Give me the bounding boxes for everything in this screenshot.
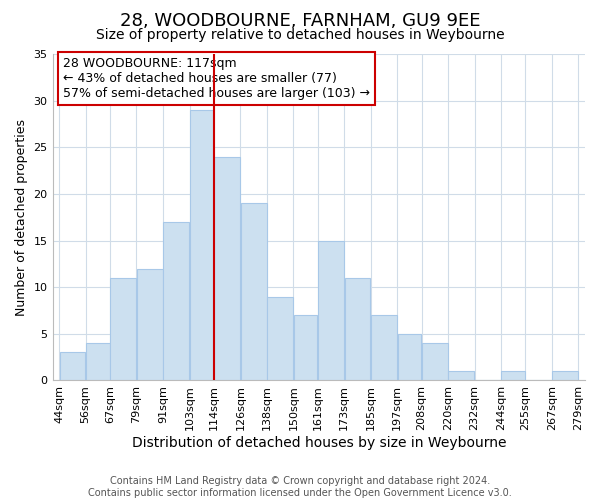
Bar [448,371,474,380]
Bar [344,278,370,380]
Text: 28 WOODBOURNE: 117sqm
← 43% of detached houses are smaller (77)
57% of semi-deta: 28 WOODBOURNE: 117sqm ← 43% of detached … [63,58,370,100]
Bar [293,315,317,380]
Bar [241,203,266,380]
Bar [214,156,240,380]
Bar [552,371,578,380]
Bar [163,222,189,380]
Bar [502,371,525,380]
Bar [422,343,448,380]
Bar [318,240,344,380]
Bar [190,110,214,380]
Bar [371,315,397,380]
Y-axis label: Number of detached properties: Number of detached properties [15,118,28,316]
Text: 28, WOODBOURNE, FARNHAM, GU9 9EE: 28, WOODBOURNE, FARNHAM, GU9 9EE [120,12,480,30]
Bar [398,334,421,380]
Text: Contains HM Land Registry data © Crown copyright and database right 2024.
Contai: Contains HM Land Registry data © Crown c… [88,476,512,498]
Bar [267,296,293,380]
X-axis label: Distribution of detached houses by size in Weybourne: Distribution of detached houses by size … [131,436,506,450]
Bar [86,343,110,380]
Text: Size of property relative to detached houses in Weybourne: Size of property relative to detached ho… [95,28,505,42]
Bar [137,268,163,380]
Bar [110,278,136,380]
Bar [59,352,85,380]
